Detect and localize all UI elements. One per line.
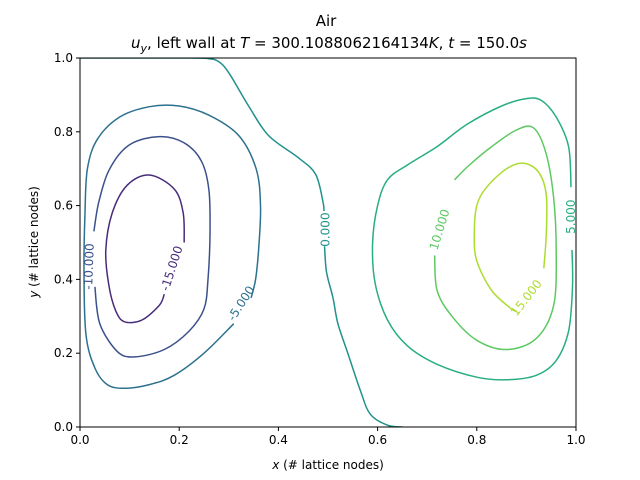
x-tick-label-3: 0.6 [368, 433, 387, 447]
y-tick-label-0: 0.0 [54, 420, 73, 434]
y-tick-label-3: 0.6 [54, 199, 73, 213]
x-axis-label-var: x [271, 458, 280, 472]
contour-lines [80, 58, 574, 427]
subtitle-t-value: = 150.0 [454, 34, 519, 52]
subtitle-separator: , [439, 34, 449, 52]
subtitle-var-sub: y [140, 42, 148, 55]
x-tick-label-5: 1.0 [566, 433, 585, 447]
contour-line-level-1-segment-0 [93, 135, 211, 358]
subtitle-T-value: = 300.1088062164134 [249, 34, 429, 52]
subtitle-mid: , left wall at [147, 34, 240, 52]
contour-line-level-4-segment-0 [371, 97, 574, 381]
subtitle-t-unit: s [519, 34, 527, 52]
x-tick-label-0: 0.0 [70, 433, 89, 447]
contour-label-level-4: 5.000 [564, 199, 578, 233]
y-axis-ticks: 0.0 0.2 0.4 0.6 0.8 1.0 [54, 51, 80, 434]
contour-line-level-2-segment-0 [83, 104, 262, 390]
contour-label-level-1: -10.000 [81, 243, 97, 290]
y-axis-label-var: y [27, 290, 41, 299]
chart-subtitle: uy, left wall at T = 300.1088062164134K,… [131, 34, 527, 55]
y-axis-label: y (# lattice nodes) [27, 186, 41, 299]
y-tick-label-4: 0.8 [54, 125, 73, 139]
contour-line-level-6-segment-0 [473, 162, 548, 312]
x-tick-label-2: 0.4 [269, 433, 288, 447]
subtitle-T-unit: K [429, 34, 440, 52]
contour-label-level-3: 0.000 [319, 212, 333, 246]
x-tick-label-1: 0.2 [170, 433, 189, 447]
x-axis-ticks: 0.0 0.2 0.4 0.6 0.8 1.0 [70, 427, 586, 447]
axes-frame [79, 57, 577, 428]
chart-title: Air [316, 12, 337, 30]
y-tick-label-2: 0.4 [54, 272, 73, 286]
contour-line-level-5-segment-0 [433, 125, 558, 351]
y-axis-label-rest: (# lattice nodes) [27, 186, 41, 290]
subtitle-t-symbol: t [448, 34, 455, 52]
contour-line-level-0-segment-0 [104, 174, 185, 324]
subtitle-var: u [131, 34, 141, 52]
y-tick-label-1: 0.2 [54, 346, 73, 360]
subtitle-T-symbol: T [240, 34, 251, 52]
x-axis-label: x (# lattice nodes) [271, 458, 384, 472]
contour-line-level-3-segment-1 [323, 246, 403, 427]
x-axis-label-rest: (# lattice nodes) [279, 458, 383, 472]
x-tick-label-4: 0.8 [467, 433, 486, 447]
y-tick-label-5: 1.0 [54, 51, 73, 65]
